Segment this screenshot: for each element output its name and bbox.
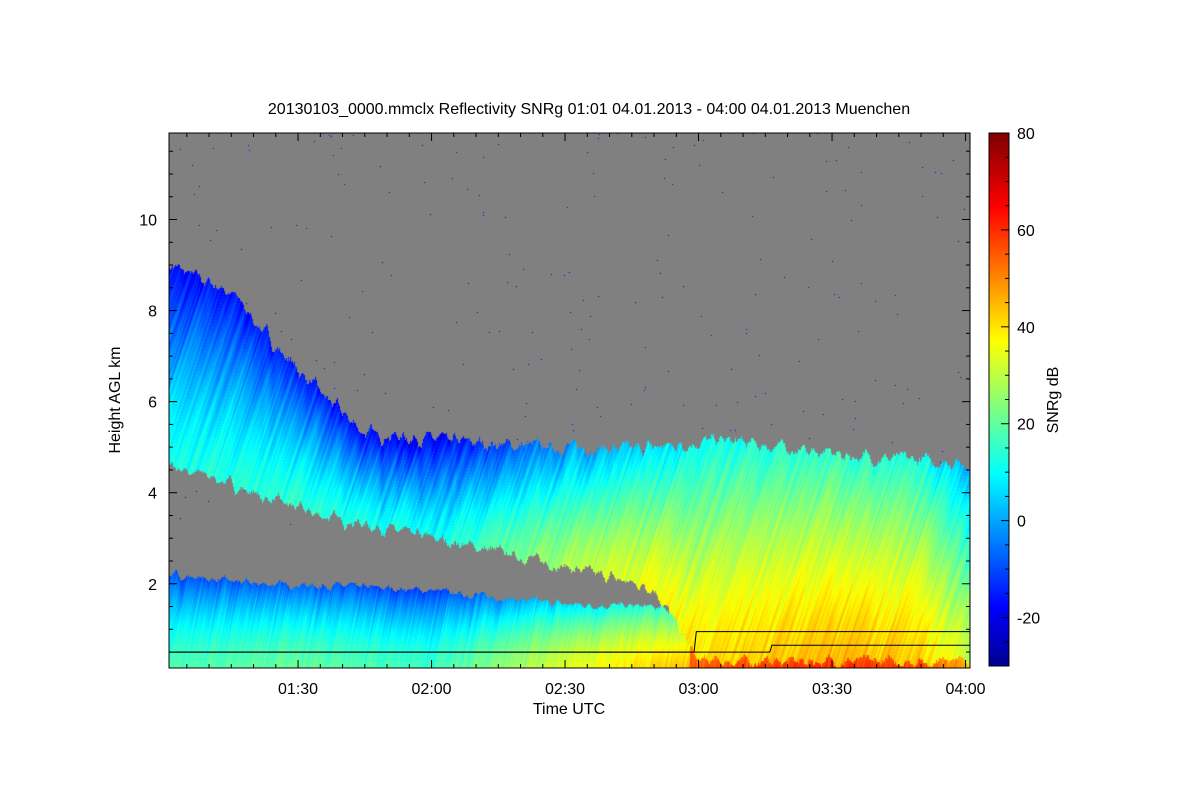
y-tick-label: 4 bbox=[148, 486, 157, 503]
x-tick-label: 03:00 bbox=[679, 681, 719, 698]
y-axis: 2 4 6 8 10 bbox=[139, 150, 970, 653]
y-axis-label: Height AGL km bbox=[107, 346, 124, 453]
x-tick-label: 02:00 bbox=[412, 681, 452, 698]
x-tick-label: 02:30 bbox=[545, 681, 585, 698]
colorbar-label: SNRg dB bbox=[1045, 367, 1062, 434]
x-tick-label: 04:00 bbox=[946, 681, 986, 698]
colorbar-tick-label: 0 bbox=[1017, 514, 1026, 531]
colorbar: -20 0 20 40 60 80 bbox=[988, 126, 1040, 667]
y-tick-label: 6 bbox=[148, 395, 157, 412]
colorbar-tick-label: 80 bbox=[1017, 126, 1035, 143]
colorbar-tick-label: 20 bbox=[1017, 417, 1035, 434]
plot-area bbox=[168, 132, 971, 669]
y-tick-label: 10 bbox=[139, 213, 157, 230]
overlay-line-lower bbox=[169, 644, 970, 653]
reflectivity-field bbox=[169, 133, 970, 668]
y-tick-label: 8 bbox=[148, 304, 157, 321]
y-tick-label: 2 bbox=[148, 577, 157, 594]
chart-title: 20130103_0000.mmclx Reflectivity SNRg 01… bbox=[268, 101, 910, 118]
colorbar-tick-label: -20 bbox=[1017, 611, 1040, 628]
colorbar-tick-label: 40 bbox=[1017, 320, 1035, 337]
x-axis-label: Time UTC bbox=[533, 701, 605, 718]
x-tick-label: 01:30 bbox=[278, 681, 318, 698]
x-tick-label: 03:30 bbox=[812, 681, 852, 698]
x-axis: 01:30 02:00 02:30 03:00 03:30 04:00 bbox=[186, 133, 986, 698]
colorbar-tick-label: 60 bbox=[1017, 223, 1035, 240]
plot-frame bbox=[168, 132, 971, 669]
